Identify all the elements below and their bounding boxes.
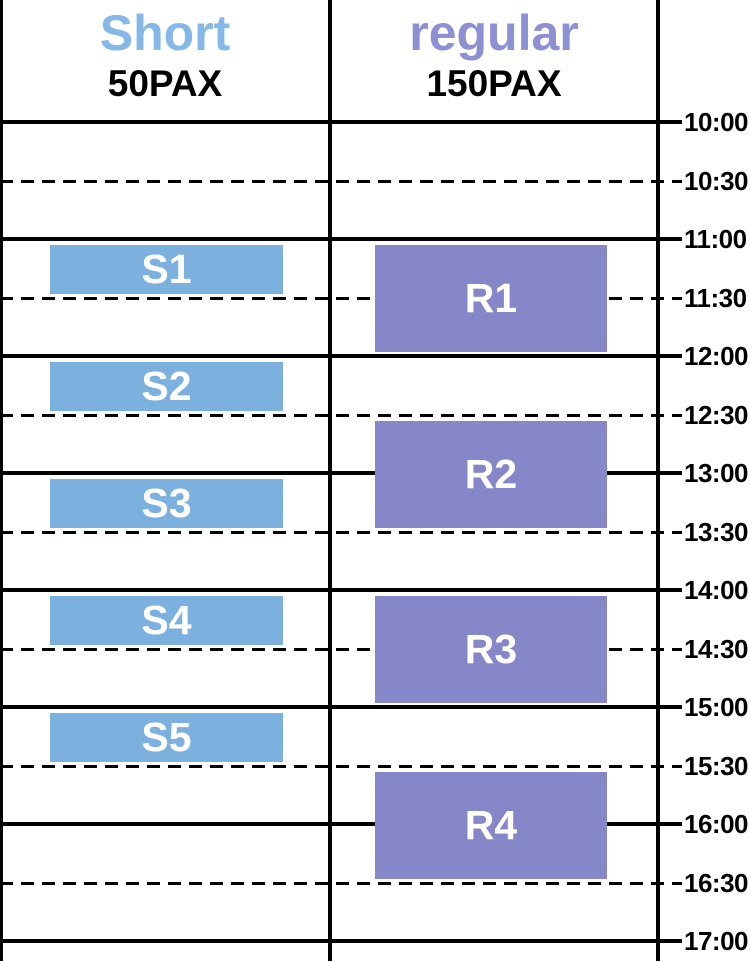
session-bar-r3: R3: [375, 596, 607, 703]
time-label-1630: 16:30: [684, 868, 749, 898]
half-hour-gridline-1130: [0, 297, 682, 300]
time-label-1130: 11:30: [684, 283, 747, 313]
session-bar-label-r4: R4: [464, 802, 518, 848]
time-axis-divider-line: [656, 0, 660, 961]
regular-column-subtitle: 150PAX: [426, 63, 562, 104]
session-bar-label-s3: S3: [141, 480, 192, 526]
session-bar-label-s1: S1: [141, 246, 192, 292]
left-border-line: [0, 0, 3, 961]
half-hour-gridline-1030: [0, 180, 682, 183]
session-bar-s5: S5: [50, 713, 283, 762]
hour-gridline-1000: [0, 120, 682, 124]
session-bar-s3: S3: [50, 479, 283, 528]
short-column-subtitle: 50PAX: [107, 63, 223, 104]
half-hour-gridline-1630: [0, 882, 682, 885]
half-hour-gridline-1530: [0, 765, 682, 768]
time-label-1000: 10:00: [684, 107, 749, 137]
time-label-1330: 13:30: [684, 517, 749, 547]
half-hour-gridline-1230: [0, 414, 682, 417]
session-bar-label-r1: R1: [464, 275, 518, 321]
session-bar-r4: R4: [375, 772, 607, 879]
hour-gridline-1200: [0, 354, 682, 358]
time-label-1500: 15:00: [684, 692, 749, 722]
regular-column-header: regular 150PAX: [330, 0, 658, 104]
short-column-title: Short: [99, 5, 231, 61]
session-bar-s1: S1: [50, 245, 283, 294]
time-label-1030: 10:30: [684, 166, 749, 196]
session-bar-label-s2: S2: [141, 363, 192, 409]
time-label-1200: 12:00: [684, 341, 749, 371]
time-label-1530: 15:30: [684, 751, 749, 781]
session-bar-label-s5: S5: [141, 714, 192, 760]
hour-gridline-1700: [0, 939, 682, 943]
time-label-1100: 11:00: [684, 224, 747, 254]
session-bar-label-s4: S4: [141, 597, 192, 643]
hour-gridline-1500: [0, 705, 682, 709]
regular-column-title: regular: [409, 5, 579, 61]
session-bar-label-r2: R2: [464, 451, 518, 497]
hour-gridline-1400: [0, 588, 682, 592]
hour-gridline-1100: [0, 237, 682, 241]
column-divider-line: [328, 0, 332, 961]
time-label-1300: 13:00: [684, 458, 749, 488]
half-hour-gridline-1330: [0, 531, 682, 534]
session-bar-s2: S2: [50, 362, 283, 411]
session-bar-r2: R2: [375, 421, 607, 528]
short-column-header: Short 50PAX: [0, 0, 330, 104]
half-hour-gridline-1430: [0, 648, 682, 651]
session-bar-label-r3: R3: [464, 626, 518, 672]
time-label-1230: 12:30: [684, 400, 749, 430]
hour-gridline-1300: [0, 471, 682, 475]
session-bar-s4: S4: [50, 596, 283, 645]
hour-gridline-1600: [0, 822, 682, 826]
time-label-1600: 16:00: [684, 809, 749, 839]
session-bar-r1: R1: [375, 245, 607, 352]
time-label-1700: 17:00: [684, 926, 749, 956]
time-label-1430: 14:30: [684, 634, 749, 664]
time-label-1400: 14:00: [684, 575, 749, 605]
